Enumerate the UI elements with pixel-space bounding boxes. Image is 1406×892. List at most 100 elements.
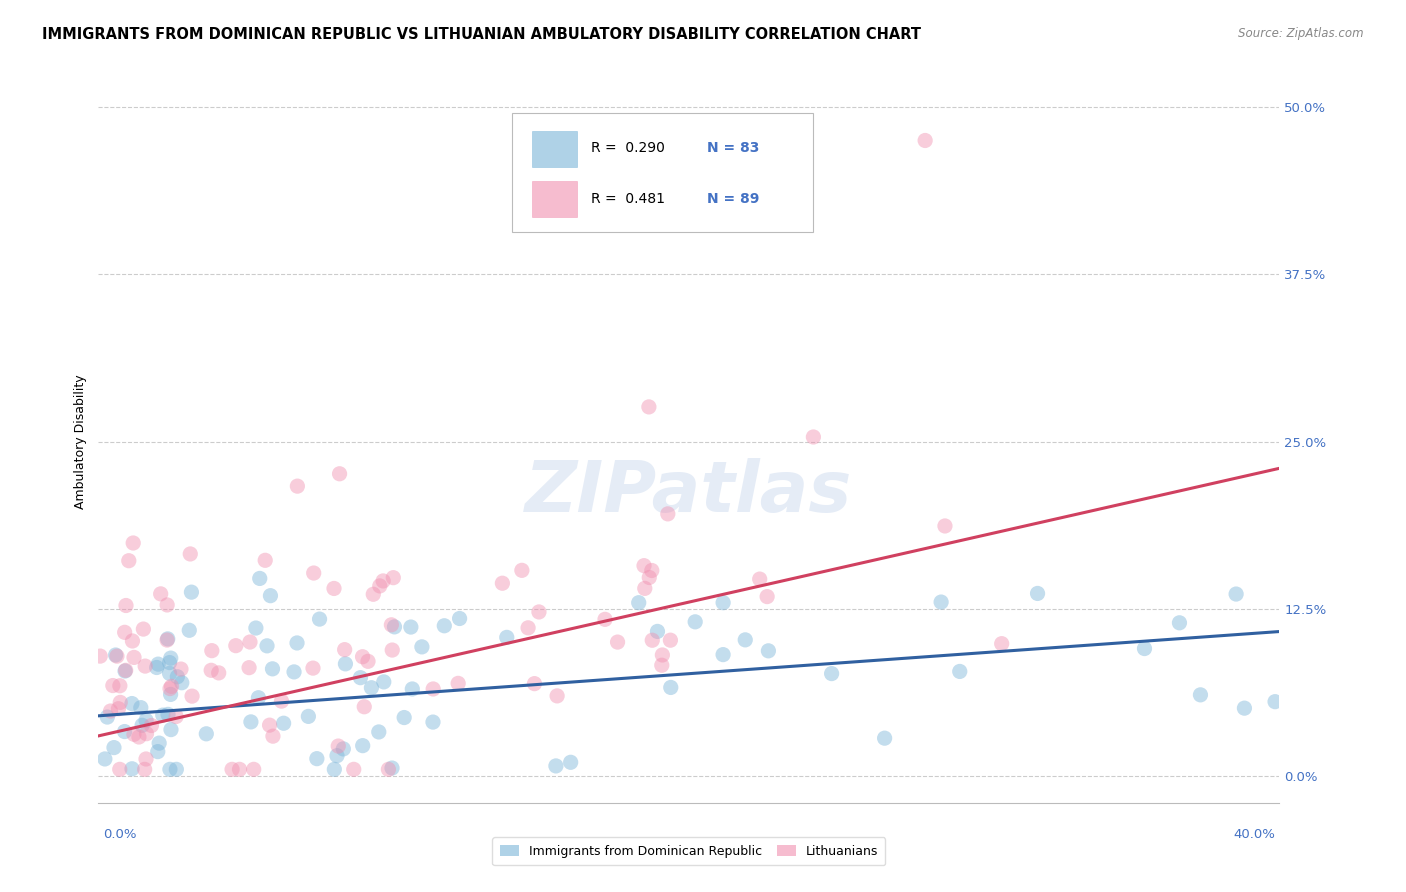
Point bbox=[380, 617, 402, 632]
Point bbox=[201, 643, 224, 657]
Point bbox=[934, 519, 956, 533]
Point bbox=[657, 507, 679, 521]
Point bbox=[160, 679, 183, 693]
Point bbox=[89, 649, 111, 664]
Point bbox=[179, 624, 201, 638]
Point bbox=[100, 704, 122, 718]
Point bbox=[118, 554, 141, 568]
Text: 40.0%: 40.0% bbox=[1233, 828, 1275, 840]
Point bbox=[145, 660, 167, 674]
Point bbox=[949, 665, 972, 679]
Point bbox=[606, 635, 628, 649]
Point bbox=[239, 635, 262, 649]
Point bbox=[323, 762, 346, 776]
Point bbox=[411, 640, 433, 654]
Point bbox=[377, 762, 399, 776]
Point bbox=[128, 730, 150, 744]
Point bbox=[1168, 615, 1191, 630]
Point bbox=[914, 133, 936, 147]
Point bbox=[756, 590, 779, 604]
Point bbox=[170, 662, 193, 676]
Point bbox=[357, 654, 380, 668]
Point bbox=[159, 762, 181, 776]
Point bbox=[146, 657, 169, 672]
Point bbox=[647, 624, 669, 639]
Point bbox=[651, 658, 673, 673]
Point bbox=[159, 651, 181, 665]
Point bbox=[748, 572, 770, 586]
Point bbox=[148, 736, 170, 750]
Point bbox=[160, 723, 183, 737]
Point bbox=[367, 725, 389, 739]
Point bbox=[399, 620, 422, 634]
Point bbox=[121, 634, 143, 648]
Point bbox=[384, 620, 406, 634]
Text: ZIPatlas: ZIPatlas bbox=[526, 458, 852, 526]
Point bbox=[141, 718, 163, 732]
Point bbox=[422, 681, 444, 696]
Point bbox=[200, 663, 222, 677]
Point bbox=[121, 762, 143, 776]
Point bbox=[208, 665, 231, 680]
Point bbox=[302, 661, 325, 675]
Point bbox=[249, 571, 271, 585]
Point bbox=[159, 688, 181, 702]
Point bbox=[373, 674, 395, 689]
Point bbox=[146, 745, 169, 759]
Point bbox=[228, 762, 250, 776]
Point bbox=[491, 576, 513, 591]
Point bbox=[108, 679, 131, 693]
Point bbox=[332, 742, 354, 756]
Point bbox=[105, 649, 128, 664]
Point bbox=[392, 710, 415, 724]
Point bbox=[510, 563, 533, 577]
Point bbox=[122, 536, 145, 550]
Point bbox=[659, 633, 682, 648]
Point bbox=[156, 632, 179, 646]
Point bbox=[373, 574, 395, 588]
Point bbox=[361, 587, 384, 601]
Point bbox=[121, 697, 143, 711]
Point bbox=[734, 632, 756, 647]
Point bbox=[165, 709, 187, 723]
Point bbox=[1189, 688, 1212, 702]
Text: Source: ZipAtlas.com: Source: ZipAtlas.com bbox=[1239, 27, 1364, 40]
Point bbox=[104, 648, 127, 662]
Point bbox=[114, 664, 136, 678]
Point bbox=[259, 589, 281, 603]
Point bbox=[221, 762, 243, 776]
Point bbox=[256, 639, 278, 653]
Text: 0.0%: 0.0% bbox=[103, 828, 136, 840]
Point bbox=[329, 467, 352, 481]
Point bbox=[659, 681, 682, 695]
Point bbox=[159, 666, 181, 681]
Point bbox=[259, 718, 281, 732]
Legend: Immigrants from Dominican Republic, Lithuanians: Immigrants from Dominican Republic, Lith… bbox=[492, 838, 886, 865]
Point bbox=[1133, 641, 1156, 656]
Point bbox=[156, 598, 179, 612]
Point bbox=[245, 621, 267, 635]
Point bbox=[225, 639, 247, 653]
Point bbox=[560, 756, 582, 770]
Point bbox=[328, 739, 350, 753]
Y-axis label: Ambulatory Disability: Ambulatory Disability bbox=[75, 375, 87, 508]
Point bbox=[381, 643, 404, 657]
Point bbox=[352, 739, 374, 753]
Point bbox=[447, 676, 470, 690]
Point bbox=[523, 676, 546, 690]
Point bbox=[152, 708, 174, 723]
Point bbox=[135, 752, 157, 766]
Point bbox=[101, 679, 124, 693]
Point bbox=[401, 681, 423, 696]
Point bbox=[495, 631, 517, 645]
Point bbox=[170, 675, 193, 690]
Point bbox=[422, 715, 444, 730]
Text: R =  0.481: R = 0.481 bbox=[591, 192, 665, 206]
Point bbox=[132, 622, 155, 636]
Point bbox=[433, 619, 456, 633]
Point bbox=[242, 762, 264, 776]
Point bbox=[326, 748, 349, 763]
Point bbox=[110, 695, 132, 709]
Point bbox=[254, 553, 277, 567]
FancyBboxPatch shape bbox=[512, 112, 813, 232]
